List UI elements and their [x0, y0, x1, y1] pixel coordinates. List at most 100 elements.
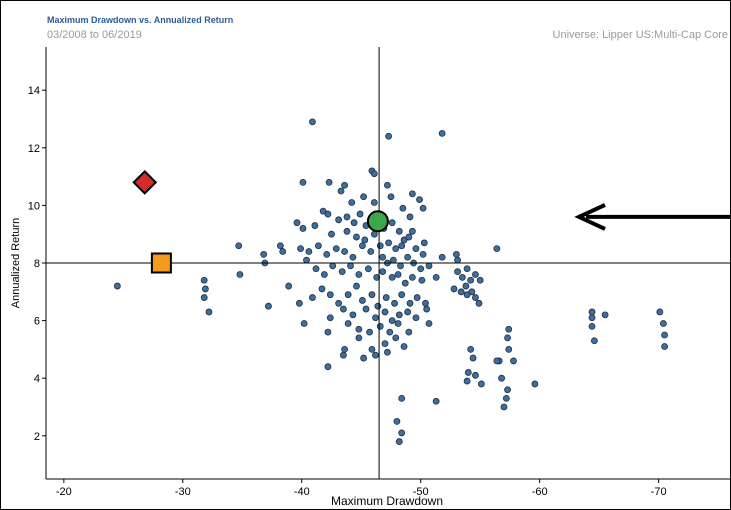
data-point [205, 308, 213, 316]
data-point [367, 248, 375, 255]
data-point [348, 199, 356, 206]
data-point [438, 129, 446, 137]
data-point [423, 305, 431, 313]
highlight-markers [132, 169, 389, 274]
data-point [297, 245, 304, 253]
data-point [463, 291, 471, 299]
data-point [395, 311, 403, 319]
data-point [408, 190, 416, 198]
data-point [350, 219, 358, 227]
data-point [504, 334, 511, 342]
data-point [329, 262, 337, 270]
data-point [502, 394, 510, 402]
data-point [324, 210, 332, 218]
data-point [381, 340, 389, 348]
data-point [349, 253, 357, 261]
crosshair-lines [46, 47, 730, 479]
data-point [323, 250, 331, 258]
arrow-head [574, 203, 606, 231]
data-point [359, 242, 366, 250]
data-point [464, 369, 472, 376]
data-point [412, 245, 420, 253]
data-point [590, 337, 598, 345]
data-point [324, 363, 332, 371]
data-point [661, 343, 668, 350]
data-point [659, 320, 667, 327]
date-range-label: 03/2008 to 06/2019 [47, 29, 142, 41]
data-point [236, 271, 244, 278]
data-point [388, 273, 396, 281]
data-point [412, 314, 420, 322]
data-point [397, 262, 404, 270]
data-point [339, 351, 347, 359]
data-point [417, 265, 425, 273]
data-point [387, 193, 395, 201]
pointer-arrow [574, 203, 730, 231]
data-point [332, 245, 340, 253]
data-point [394, 271, 402, 278]
data-point [432, 397, 440, 405]
data-point [368, 291, 376, 299]
data-point [379, 268, 387, 276]
data-point [372, 314, 379, 322]
data-point [359, 297, 366, 304]
highlight-diamond [132, 169, 158, 195]
data-point [328, 230, 335, 238]
data-point [379, 253, 387, 261]
data-point [472, 294, 479, 301]
data-point [588, 314, 596, 322]
data-point [372, 351, 379, 359]
data-point [260, 250, 268, 258]
data-point [293, 219, 301, 227]
data-point [392, 334, 400, 342]
highlight-circle [366, 210, 389, 233]
data-point [373, 273, 381, 281]
data-point [405, 328, 413, 336]
data-point [202, 285, 209, 293]
x-tick-label: -30 [175, 486, 191, 498]
data-point [404, 253, 412, 261]
data-point [450, 285, 458, 293]
universe-points [113, 118, 668, 445]
data-point [324, 328, 332, 336]
data-point [305, 248, 313, 255]
x-axis-label: Maximum Drawdown [331, 494, 443, 508]
chart-title: Maximum Drawdown vs. Annualized Return [47, 15, 234, 25]
data-point [384, 348, 391, 356]
y-tick-label: 6 [34, 316, 40, 328]
data-point [425, 262, 433, 270]
data-point [477, 380, 485, 388]
data-point [388, 317, 396, 325]
data-point [413, 294, 421, 301]
data-point [504, 386, 511, 394]
data-point [656, 308, 664, 316]
data-point [318, 285, 326, 293]
data-point [472, 371, 479, 379]
data-point [360, 193, 368, 201]
data-point [370, 199, 378, 206]
data-point [315, 242, 322, 250]
data-point [113, 282, 121, 290]
data-point [400, 343, 408, 350]
x-tick-label: -70 [651, 486, 667, 498]
x-tick-label: -60 [532, 486, 548, 498]
data-point [467, 345, 475, 353]
data-point [235, 242, 243, 250]
data-point [462, 282, 470, 290]
data-point [416, 196, 423, 204]
data-point [364, 265, 372, 273]
data-point [420, 239, 428, 247]
data-point [276, 242, 284, 250]
data-point [355, 325, 363, 333]
data-point [337, 187, 345, 195]
data-point [370, 170, 378, 178]
data-point [356, 210, 364, 218]
data-point [419, 250, 427, 258]
data-point [463, 265, 471, 273]
data-point [299, 225, 307, 232]
data-point [385, 239, 392, 247]
data-point [366, 328, 373, 336]
data-point [326, 314, 334, 322]
plot-axes: -20 -30 -40 -50 -60 -70 2 4 6 8 10 12 14 [28, 47, 730, 498]
